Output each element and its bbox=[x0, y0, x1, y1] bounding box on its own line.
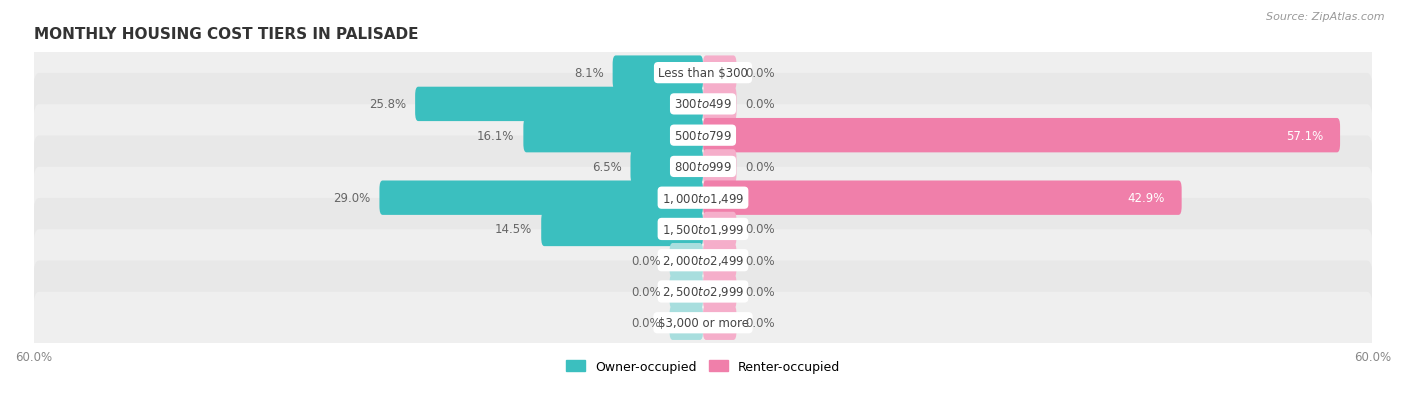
FancyBboxPatch shape bbox=[703, 150, 737, 184]
FancyBboxPatch shape bbox=[34, 105, 1372, 167]
FancyBboxPatch shape bbox=[613, 56, 703, 90]
FancyBboxPatch shape bbox=[630, 150, 703, 184]
FancyBboxPatch shape bbox=[34, 167, 1372, 229]
FancyBboxPatch shape bbox=[34, 74, 1372, 135]
FancyBboxPatch shape bbox=[703, 212, 737, 247]
Text: $300 to $499: $300 to $499 bbox=[673, 98, 733, 111]
FancyBboxPatch shape bbox=[415, 88, 703, 122]
FancyBboxPatch shape bbox=[703, 88, 737, 122]
Text: 29.0%: 29.0% bbox=[333, 192, 371, 205]
Text: 0.0%: 0.0% bbox=[745, 254, 775, 267]
Text: 0.0%: 0.0% bbox=[631, 254, 661, 267]
Text: 0.0%: 0.0% bbox=[745, 223, 775, 236]
FancyBboxPatch shape bbox=[703, 181, 1181, 215]
Text: 0.0%: 0.0% bbox=[631, 285, 661, 298]
Text: 57.1%: 57.1% bbox=[1286, 129, 1323, 142]
FancyBboxPatch shape bbox=[34, 43, 1372, 104]
FancyBboxPatch shape bbox=[34, 292, 1372, 354]
Text: 0.0%: 0.0% bbox=[745, 98, 775, 111]
Legend: Owner-occupied, Renter-occupied: Owner-occupied, Renter-occupied bbox=[561, 355, 845, 377]
Text: 6.5%: 6.5% bbox=[592, 161, 621, 173]
Text: $800 to $999: $800 to $999 bbox=[673, 161, 733, 173]
Text: 42.9%: 42.9% bbox=[1128, 192, 1166, 205]
Text: 0.0%: 0.0% bbox=[631, 316, 661, 330]
FancyBboxPatch shape bbox=[703, 306, 737, 340]
FancyBboxPatch shape bbox=[669, 243, 703, 278]
Text: $500 to $799: $500 to $799 bbox=[673, 129, 733, 142]
Text: 8.1%: 8.1% bbox=[574, 67, 603, 80]
Text: $3,000 or more: $3,000 or more bbox=[658, 316, 748, 330]
Text: 0.0%: 0.0% bbox=[745, 161, 775, 173]
FancyBboxPatch shape bbox=[523, 119, 703, 153]
FancyBboxPatch shape bbox=[703, 275, 737, 309]
FancyBboxPatch shape bbox=[34, 230, 1372, 292]
Text: 0.0%: 0.0% bbox=[745, 316, 775, 330]
Text: $2,000 to $2,499: $2,000 to $2,499 bbox=[662, 254, 744, 268]
Text: $1,000 to $1,499: $1,000 to $1,499 bbox=[662, 191, 744, 205]
FancyBboxPatch shape bbox=[34, 136, 1372, 198]
Text: 14.5%: 14.5% bbox=[495, 223, 533, 236]
FancyBboxPatch shape bbox=[703, 243, 737, 278]
FancyBboxPatch shape bbox=[34, 261, 1372, 323]
Text: $2,500 to $2,999: $2,500 to $2,999 bbox=[662, 285, 744, 299]
FancyBboxPatch shape bbox=[34, 199, 1372, 260]
FancyBboxPatch shape bbox=[380, 181, 703, 215]
Text: 0.0%: 0.0% bbox=[745, 285, 775, 298]
Text: 0.0%: 0.0% bbox=[745, 67, 775, 80]
Text: $1,500 to $1,999: $1,500 to $1,999 bbox=[662, 223, 744, 236]
FancyBboxPatch shape bbox=[669, 275, 703, 309]
Text: Less than $300: Less than $300 bbox=[658, 67, 748, 80]
Text: Source: ZipAtlas.com: Source: ZipAtlas.com bbox=[1267, 12, 1385, 22]
FancyBboxPatch shape bbox=[703, 56, 737, 90]
FancyBboxPatch shape bbox=[703, 119, 1340, 153]
FancyBboxPatch shape bbox=[669, 306, 703, 340]
Text: 25.8%: 25.8% bbox=[370, 98, 406, 111]
Text: 16.1%: 16.1% bbox=[477, 129, 515, 142]
FancyBboxPatch shape bbox=[541, 212, 703, 247]
Text: MONTHLY HOUSING COST TIERS IN PALISADE: MONTHLY HOUSING COST TIERS IN PALISADE bbox=[34, 27, 418, 42]
